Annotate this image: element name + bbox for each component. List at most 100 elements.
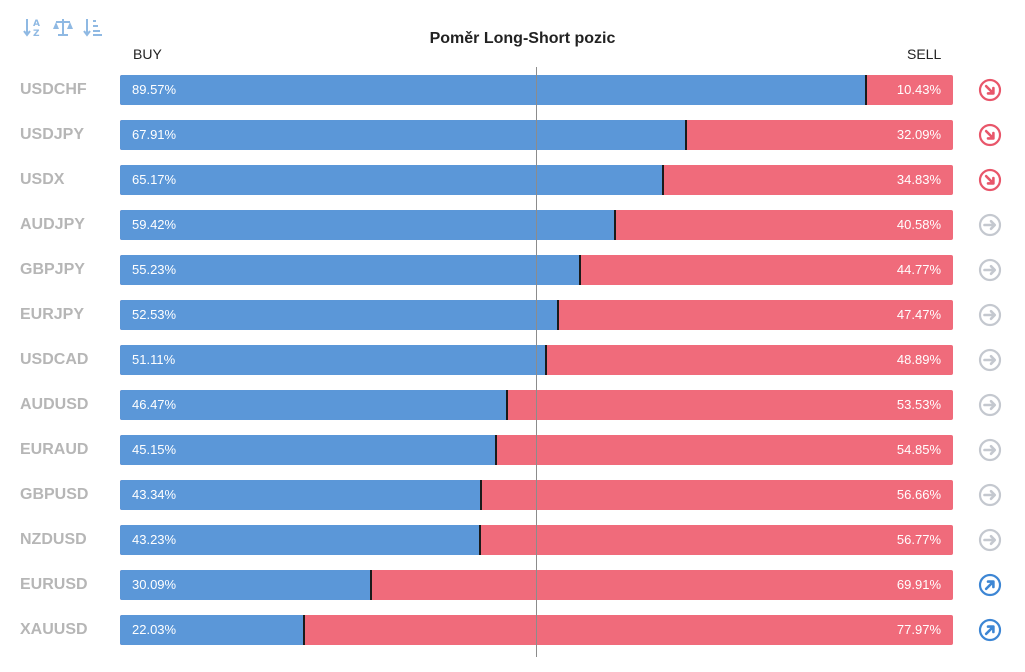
table-row: XAUUSD 22.03% 77.97% [0, 615, 1025, 645]
symbol-label[interactable]: EURJPY [20, 306, 85, 323]
buy-percent-label: 67.91% [132, 127, 177, 142]
sell-percent-label: 10.43% [896, 82, 941, 97]
sort-alpha-icon[interactable]: A Z [22, 16, 44, 38]
sell-percent-label: 32.09% [896, 127, 941, 142]
buy-bar [120, 120, 686, 150]
trend-neutral-icon[interactable] [978, 213, 1002, 237]
svg-text:A: A [33, 19, 40, 29]
buy-bar [120, 570, 371, 600]
buy-percent-label: 52.53% [132, 307, 177, 322]
buy-bar [120, 480, 482, 510]
buy-bar [120, 255, 581, 285]
sell-bar: 65.17% 34.83% [120, 165, 953, 195]
toolbar: A Z [22, 16, 104, 38]
trend-neutral-icon[interactable] [978, 528, 1002, 552]
trend-neutral-icon[interactable] [978, 258, 1002, 282]
ratio-divider [544, 345, 547, 375]
sell-header: SELL [907, 46, 942, 62]
sell-percent-label: 44.77% [896, 262, 941, 277]
symbol-label[interactable]: XAUUSD [20, 621, 88, 638]
buy-bar [120, 165, 663, 195]
trend-up-icon[interactable] [978, 573, 1002, 597]
ratio-divider [684, 120, 687, 150]
sell-bar: 52.53% 47.47% [120, 300, 953, 330]
trend-neutral-icon[interactable] [978, 438, 1002, 462]
buy-percent-label: 30.09% [132, 577, 177, 592]
buy-percent-label: 43.34% [132, 487, 177, 502]
sell-bar: 22.03% 77.97% [120, 615, 953, 645]
buy-percent-label: 89.57% [132, 82, 177, 97]
ratio-divider [579, 255, 582, 285]
table-row: EURAUD 45.15% 54.85% [0, 435, 1025, 465]
ratio-divider [865, 75, 868, 105]
symbol-label[interactable]: EURAUD [20, 441, 89, 458]
sell-percent-label: 47.47% [896, 307, 941, 322]
trend-neutral-icon[interactable] [978, 303, 1002, 327]
table-row: NZDUSD 43.23% 56.77% [0, 525, 1025, 555]
sell-percent-label: 54.85% [896, 442, 941, 457]
symbol-label[interactable]: USDX [20, 171, 65, 188]
sell-bar: 46.47% 53.53% [120, 390, 953, 420]
table-row: USDCAD 51.11% 48.89% [0, 345, 1025, 375]
table-row: AUDUSD 46.47% 53.53% [0, 390, 1025, 420]
trend-neutral-icon[interactable] [978, 393, 1002, 417]
buy-bar [120, 75, 867, 105]
sell-bar: 30.09% 69.91% [120, 570, 953, 600]
sell-bar: 89.57% 10.43% [120, 75, 953, 105]
buy-percent-label: 55.23% [132, 262, 177, 277]
table-row: AUDJPY 59.42% 40.58% [0, 210, 1025, 240]
trend-neutral-icon[interactable] [978, 483, 1002, 507]
buy-percent-label: 51.11% [132, 352, 176, 367]
trend-down-icon[interactable] [978, 168, 1002, 192]
ratio-divider [479, 525, 482, 555]
sell-percent-label: 40.58% [896, 217, 941, 232]
sell-percent-label: 56.66% [896, 487, 941, 502]
svg-text:Z: Z [33, 29, 40, 38]
table-row: GBPUSD 43.34% 56.66% [0, 480, 1025, 510]
symbol-label[interactable]: USDCHF [20, 81, 87, 98]
buy-percent-label: 65.17% [132, 172, 177, 187]
symbol-label[interactable]: GBPUSD [20, 486, 89, 503]
ratio-divider [495, 435, 498, 465]
buy-percent-label: 22.03% [132, 622, 177, 637]
symbol-label[interactable]: AUDUSD [20, 396, 89, 413]
symbol-label[interactable]: GBPJPY [20, 261, 85, 278]
buy-percent-label: 43.23% [132, 532, 177, 547]
symbol-label[interactable]: USDJPY [20, 126, 85, 143]
buy-bar [120, 390, 508, 420]
trend-down-icon[interactable] [978, 123, 1002, 147]
sell-bar: 45.15% 54.85% [120, 435, 953, 465]
balance-scale-icon[interactable] [52, 16, 74, 38]
table-row: USDX 65.17% 34.83% [0, 165, 1025, 195]
table-row: USDCHF 89.57% 10.43% [0, 75, 1025, 105]
symbol-label[interactable]: NZDUSD [20, 531, 87, 548]
buy-bar [120, 210, 615, 240]
buy-percent-label: 59.42% [132, 217, 177, 232]
sell-percent-label: 77.97% [896, 622, 941, 637]
sell-percent-label: 53.53% [896, 397, 941, 412]
table-row: EURUSD 30.09% 69.91% [0, 570, 1025, 600]
sort-amount-icon[interactable] [82, 16, 104, 38]
sell-bar: 59.42% 40.58% [120, 210, 953, 240]
buy-bar [120, 345, 546, 375]
trend-up-icon[interactable] [978, 618, 1002, 642]
sell-bar: 67.91% 32.09% [120, 120, 953, 150]
symbol-label[interactable]: EURUSD [20, 576, 88, 593]
sell-bar: 43.23% 56.77% [120, 525, 953, 555]
symbol-label[interactable]: AUDJPY [20, 216, 85, 233]
ratio-divider [661, 165, 664, 195]
symbol-label[interactable]: USDCAD [20, 351, 89, 368]
trend-neutral-icon[interactable] [978, 348, 1002, 372]
sell-bar: 51.11% 48.89% [120, 345, 953, 375]
ratio-divider [369, 570, 372, 600]
ratio-divider [556, 300, 559, 330]
ratio-divider [302, 615, 305, 645]
trend-down-icon[interactable] [978, 78, 1002, 102]
buy-bar [120, 525, 481, 555]
table-row: GBPJPY 55.23% 44.77% [0, 255, 1025, 285]
buy-percent-label: 46.47% [132, 397, 177, 412]
buy-bar [120, 615, 304, 645]
chart-title: Poměr Long-Short pozic [429, 30, 616, 47]
sell-bar: 55.23% 44.77% [120, 255, 953, 285]
sell-percent-label: 34.83% [896, 172, 941, 187]
